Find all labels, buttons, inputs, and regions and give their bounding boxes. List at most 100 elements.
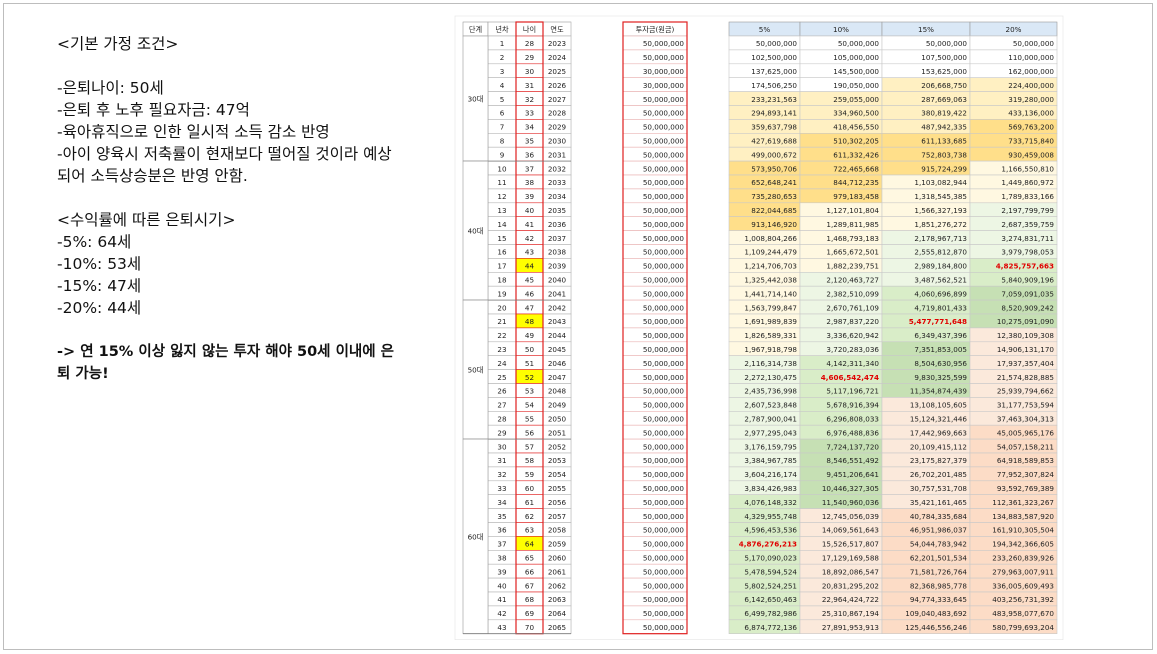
age-value: 55	[525, 415, 534, 424]
year-no-value: 8	[500, 137, 505, 146]
year-no-value: 3	[500, 67, 505, 76]
return-value-r20: 10,275,091,090	[997, 317, 1055, 326]
invest-value: 50,000,000	[643, 331, 685, 340]
invest-value: 50,000,000	[643, 512, 685, 521]
age-value: 47	[525, 303, 534, 312]
year-value: 2042	[548, 303, 566, 312]
year-no-value: 23	[497, 345, 506, 354]
assumption-needed-fund: -은퇴 후 노후 필요자금: 47억	[57, 101, 250, 119]
return-value-r10: 25,310,867,194	[822, 609, 880, 618]
return-value-r20: 77,952,307,824	[997, 470, 1055, 479]
return-value-r15: 206,668,750	[921, 81, 967, 90]
return-value-r20: 50,000,000	[1013, 39, 1055, 48]
year-value: 2023	[548, 39, 566, 48]
year-no-value: 32	[497, 470, 506, 479]
return-value-r10: 8,546,551,492	[826, 456, 879, 465]
return-value-r15: 915,724,299	[921, 164, 967, 173]
age-value: 68	[525, 595, 535, 604]
return-value-r5: 913,146,920	[751, 220, 797, 229]
return-value-r20: 134,883,587,920	[992, 512, 1054, 521]
assumptions-heading: <기본 가정 조건>	[57, 35, 179, 53]
return-value-r5: 2,272,130,475	[744, 373, 797, 382]
return-value-r20: 8,520,909,242	[1001, 303, 1054, 312]
return-value-r15: 62,201,501,534	[910, 554, 968, 563]
invest-value: 50,000,000	[643, 137, 685, 146]
return-value-r15: 15,124,321,446	[910, 415, 968, 424]
year-no-value: 30	[497, 442, 507, 451]
age-value: 52	[525, 373, 534, 382]
return-value-r15: 46,951,986,037	[910, 526, 967, 535]
year-value: 2064	[548, 609, 567, 618]
year-value: 2051	[548, 428, 566, 437]
header-text-stage: 단계	[469, 25, 482, 34]
invest-value: 50,000,000	[643, 234, 685, 243]
return-value-r15: 5,477,771,648	[909, 317, 967, 326]
invest-value: 50,000,000	[643, 623, 685, 632]
year-no-value: 18	[497, 276, 507, 285]
year-value: 2048	[548, 387, 567, 396]
return-value-r20: 319,280,000	[1008, 95, 1054, 104]
year-no-value: 4	[500, 81, 505, 90]
return-value-r5: 294,893,141	[751, 109, 797, 118]
invest-value: 50,000,000	[643, 109, 685, 118]
notes-panel: <기본 가정 조건> -은퇴나이: 50세 -은퇴 후 노후 필요자금: 47억…	[57, 33, 402, 385]
return-value-r20: 161,910,305,504	[992, 526, 1054, 535]
return-value-r20: 1,166,550,810	[1001, 164, 1054, 173]
age-value: 39	[525, 192, 535, 201]
age-value: 37	[525, 164, 534, 173]
return-value-r10: 6,976,488,836	[826, 428, 879, 437]
year-no-value: 38	[497, 554, 507, 563]
return-10-percent: -10%: 53세	[57, 255, 142, 273]
return-value-r10: 259,055,000	[833, 95, 879, 104]
return-value-r10: 611,332,426	[833, 150, 879, 159]
return-value-r5: 2,607,523,848	[744, 401, 797, 410]
return-value-r20: 12,380,109,308	[997, 331, 1055, 340]
stage-group-cell	[462, 299, 489, 440]
year-no-value: 1	[500, 39, 505, 48]
year-value: 2033	[548, 178, 566, 187]
return-value-r10: 4,142,311,340	[826, 359, 879, 368]
age-value: 65	[525, 554, 534, 563]
invest-value: 50,000,000	[643, 359, 685, 368]
slide-frame	[3, 3, 1153, 650]
return-value-r15: 13,108,105,605	[910, 401, 967, 410]
year-value: 2063	[548, 595, 566, 604]
invest-column-border	[622, 21, 688, 635]
return-value-r15: 109,040,483,692	[905, 609, 967, 618]
age-value: 33	[525, 109, 534, 118]
return-value-r10: 4,606,542,474	[821, 373, 879, 382]
stage-group-label: 60대	[468, 532, 484, 541]
return-value-r15: 20,109,415,112	[910, 442, 967, 451]
year-value: 2055	[548, 484, 566, 493]
invest-value: 50,000,000	[643, 248, 685, 257]
return-value-r10: 190,050,000	[833, 81, 879, 90]
return-value-r15: 71,581,726,764	[910, 567, 968, 576]
year-value: 2039	[548, 262, 567, 271]
age-value: 62	[525, 512, 534, 521]
year-value: 2050	[548, 415, 567, 424]
return-value-r20: 162,000,000	[1008, 67, 1054, 76]
age-value: 35	[525, 137, 534, 146]
invest-value: 50,000,000	[643, 456, 685, 465]
invest-value: 50,000,000	[643, 206, 685, 215]
return-value-r15: 1,103,082,944	[914, 178, 967, 187]
return-value-r5: 1,563,799,847	[744, 303, 797, 312]
return-value-r10: 105,000,000	[833, 53, 879, 62]
return-value-r15: 54,044,783,942	[910, 540, 967, 549]
invest-value: 50,000,000	[643, 262, 685, 271]
return-value-r10: 9,451,206,641	[826, 470, 879, 479]
return-value-r5: 359,637,798	[751, 123, 797, 132]
return-value-r15: 287,669,063	[921, 95, 967, 104]
return-value-r20: 3,274,831,711	[1001, 234, 1054, 243]
return-value-r10: 1,289,811,985	[826, 220, 879, 229]
age-value: 46	[525, 289, 535, 298]
invest-value: 50,000,000	[643, 428, 685, 437]
return-value-r20: 580,799,693,204	[992, 623, 1054, 632]
return-20-percent: -20%: 44세	[57, 299, 142, 317]
return-value-r15: 4,719,801,433	[914, 303, 967, 312]
age-value: 51	[525, 359, 534, 368]
return-value-r5: 4,076,148,332	[744, 498, 797, 507]
return-value-r15: 7,351,853,005	[914, 345, 967, 354]
invest-value: 50,000,000	[643, 373, 685, 382]
age-value: 59	[525, 470, 535, 479]
